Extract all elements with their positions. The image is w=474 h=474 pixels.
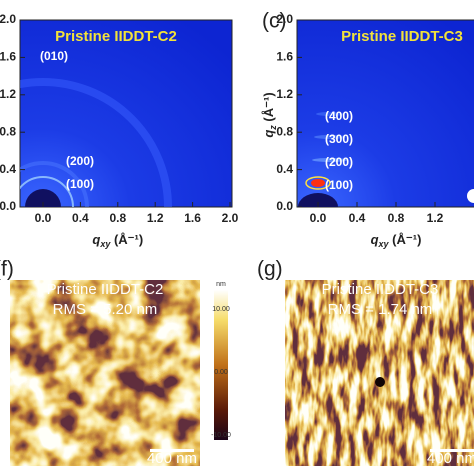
- peak-label: (300): [325, 132, 353, 146]
- axis-label: qz (Å⁻¹): [261, 92, 278, 137]
- y-tick-label: 0.4: [0, 162, 16, 176]
- afm-rms: RMS = 5.20 nm: [53, 301, 158, 318]
- y-tick-label: 0.8: [276, 124, 293, 138]
- y-tick-label: 0.0: [276, 199, 293, 213]
- peak-label: (100): [66, 177, 94, 191]
- y-tick-label: 0.4: [276, 162, 293, 176]
- scale-bar-label: 400 nm: [427, 450, 474, 467]
- y-tick-label: 2.0: [0, 12, 16, 26]
- axis-label: qxy (Å⁻¹): [371, 232, 422, 249]
- panel-title: Pristine IIDDT-C3: [341, 28, 463, 45]
- panel-label: (c): [262, 10, 287, 33]
- afm-title: Pristine IIDDT-C2: [47, 281, 164, 298]
- axis-symbol: q: [92, 232, 100, 247]
- axis-subscript: xy: [378, 239, 390, 249]
- scale-bar: [150, 449, 194, 452]
- axis-unit: (Å⁻¹): [389, 232, 422, 247]
- y-tick-label: 1.6: [0, 50, 16, 64]
- colorbar-unit: nm: [216, 281, 226, 288]
- peak-label: (200): [66, 154, 94, 168]
- colorbar-tick: 0.00: [214, 369, 228, 376]
- peak-label: (200): [325, 155, 353, 169]
- x-tick-label: 1.6: [184, 211, 201, 225]
- peak-label: (100): [325, 178, 353, 192]
- axis-symbol: q: [371, 232, 379, 247]
- scale-bar: [430, 449, 474, 452]
- x-tick-label: 1.2: [147, 211, 164, 225]
- afm-image: [285, 280, 474, 466]
- axis-unit: (Å⁻¹): [110, 232, 143, 247]
- panel-label: (g): [257, 258, 283, 281]
- scale-bar-label: 400 nm: [147, 450, 197, 467]
- y-tick-label: 1.2: [0, 87, 16, 101]
- x-tick-label: 0.8: [388, 211, 405, 225]
- y-tick-label: 1.2: [276, 87, 293, 101]
- giwaxs-c3: [296, 19, 474, 208]
- colorbar-tick: 10.00: [212, 306, 230, 313]
- x-tick-label: 0.0: [35, 211, 52, 225]
- defect: [375, 377, 385, 387]
- y-tick-label: 2.0: [276, 12, 293, 26]
- x-tick-label: 0.8: [109, 211, 126, 225]
- x-tick-label: 0.4: [349, 211, 366, 225]
- afm-rms: RMS = 1.74 nm: [328, 301, 433, 318]
- x-tick-label: 0.0: [310, 211, 327, 225]
- x-tick-label: 1.2: [427, 211, 444, 225]
- y-tick-label: 1.6: [276, 50, 293, 64]
- plot-frame: [296, 19, 474, 208]
- afm-image: [10, 280, 200, 466]
- axis-subscript: z: [268, 125, 278, 131]
- peak-label: (400): [325, 109, 353, 123]
- panel-title: Pristine IIDDT-C2: [55, 28, 177, 45]
- colorbar: [214, 290, 228, 440]
- x-tick-label: 2.0: [222, 211, 239, 225]
- y-tick-label: 0.8: [0, 124, 16, 138]
- y-tick-label: 0.0: [0, 199, 16, 213]
- colorbar-tick: -10.00: [211, 432, 231, 439]
- afm-title: Pristine IIDDT-C3: [322, 281, 439, 298]
- peak-label: (010): [40, 49, 68, 63]
- axis-subscript: xy: [99, 239, 111, 249]
- x-tick-label: 0.4: [72, 211, 89, 225]
- axis-unit: (Å⁻¹): [261, 92, 276, 125]
- giwaxs-c2: [19, 19, 233, 208]
- axis-symbol: q: [261, 130, 276, 138]
- panel-label: (f): [0, 258, 14, 281]
- axis-label: qxy (Å⁻¹): [92, 232, 143, 249]
